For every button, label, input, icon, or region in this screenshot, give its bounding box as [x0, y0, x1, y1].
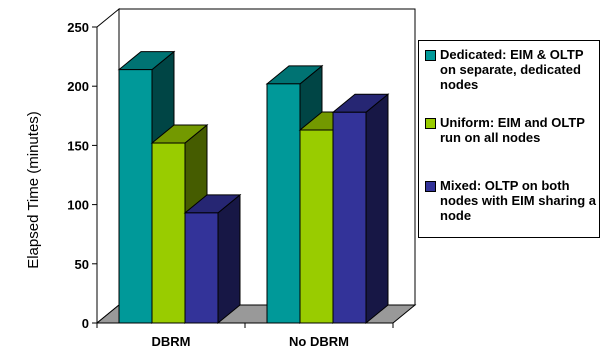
chart-bars — [117, 50, 390, 325]
y-tick-label: 100 — [67, 198, 89, 213]
side-wall — [96, 7, 120, 325]
bar-side — [217, 193, 241, 325]
y-axis: 0 50 100 150 200 250 — [67, 20, 98, 331]
legend-swatch — [425, 50, 436, 61]
bar-front — [299, 129, 334, 324]
legend-swatch — [425, 118, 436, 129]
legend-label: Mixed: OLTP on both nodes with EIM shari… — [440, 178, 597, 223]
legend-swatch — [425, 181, 436, 192]
x-tick-label: DBRM — [152, 334, 191, 349]
legend-label: Uniform: EIM and OLTP run on all nodes — [440, 115, 585, 145]
bar-front — [118, 69, 153, 324]
y-axis-label: Elapsed Time (minutes) — [25, 111, 42, 269]
bar-side — [365, 93, 389, 325]
y-tick-label: 200 — [67, 79, 89, 94]
y-tick-label: 250 — [67, 20, 89, 35]
bar — [183, 193, 242, 325]
legend: Dedicated: EIM & OLTP on separate, dedic… — [418, 40, 600, 238]
x-tick-label: No DBRM — [289, 334, 349, 349]
bar-front — [184, 212, 219, 324]
x-axis: DBRM No DBRM — [96, 322, 394, 349]
y-tick-label: 50 — [75, 257, 89, 272]
y-tick-label: 0 — [82, 316, 89, 331]
bar-front — [266, 83, 301, 324]
legend-label: Dedicated: EIM & OLTP on separate, dedic… — [440, 47, 584, 92]
y-tick-label: 150 — [67, 138, 89, 153]
bar-front — [332, 111, 367, 324]
bar-front — [151, 142, 186, 324]
bar — [331, 93, 390, 325]
